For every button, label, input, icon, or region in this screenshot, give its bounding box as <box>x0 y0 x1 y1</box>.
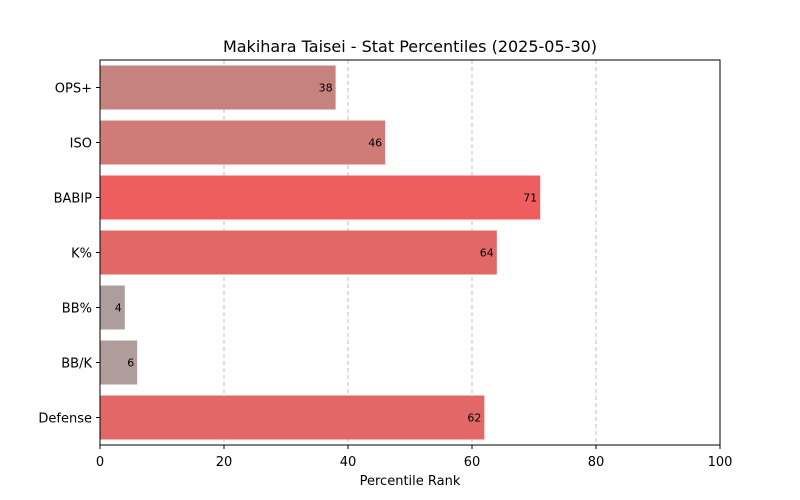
x-axis-label: Percentile Rank <box>360 474 461 489</box>
x-tick-label: 20 <box>216 455 233 470</box>
data-label: 4 <box>115 302 122 315</box>
data-label: 71 <box>523 192 537 205</box>
x-tick-label: 40 <box>340 455 357 470</box>
y-tick-label: BB% <box>62 302 92 317</box>
bar <box>100 285 125 330</box>
data-label: 38 <box>319 82 333 95</box>
bar <box>100 120 386 165</box>
chart-title: Makihara Taisei - Stat Percentiles (2025… <box>223 37 597 56</box>
data-label: 6 <box>127 357 134 370</box>
y-tick-label: ISO <box>70 137 92 152</box>
y-tick-label: BABIP <box>54 192 93 207</box>
x-axis: 0 20 40 60 80 100 <box>96 445 733 470</box>
data-label: 64 <box>480 247 494 260</box>
x-tick-label: 100 <box>708 455 733 470</box>
y-tick-label: OPS+ <box>55 82 92 97</box>
data-label: 46 <box>368 137 382 150</box>
y-tick-label: BB/K <box>61 357 92 372</box>
x-tick-label: 60 <box>464 455 481 470</box>
bar <box>100 395 485 440</box>
y-tick-label: K% <box>71 247 92 262</box>
data-label: 62 <box>467 412 481 425</box>
bar <box>100 175 541 220</box>
y-axis: OPS+ ISO BABIP K% BB% BB/K Defense <box>38 82 100 427</box>
bar <box>100 230 497 275</box>
bar <box>100 340 138 385</box>
y-tick-label: Defense <box>38 412 92 427</box>
x-tick-label: 80 <box>588 455 605 470</box>
bars <box>100 65 541 440</box>
bar <box>100 65 336 110</box>
x-tick-label: 0 <box>96 455 104 470</box>
